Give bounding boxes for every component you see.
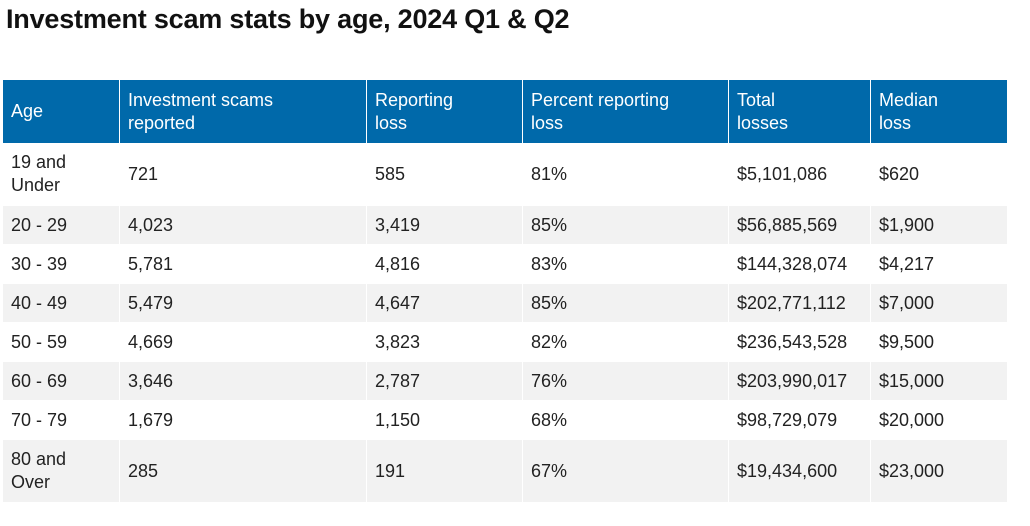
age-label-line: 19 and <box>11 152 67 172</box>
median-loss-header: Median loss <box>871 80 1007 143</box>
total-losses-cell: $5,101,086 <box>729 143 871 206</box>
table-row: 70 - 79 1,679 1,150 68% $98,729,079 $20,000 <box>3 401 1007 440</box>
median-loss-cell: $15,000 <box>871 362 1007 401</box>
scams-reported-cell: 1,679 <box>120 401 367 440</box>
reporting-loss-cell: 3,419 <box>367 206 523 245</box>
age-label-line: 50 - 59 <box>11 331 68 352</box>
total-losses-cell: $202,771,112 <box>729 284 871 323</box>
percent-reporting-loss-cell: 82% <box>523 323 729 362</box>
percent-reporting-loss-cell: 83% <box>523 245 729 284</box>
page-title: Investment scam stats by age, 2024 Q1 & … <box>6 4 570 34</box>
percent-reporting-loss-cell: 85% <box>523 206 729 245</box>
reporting-loss-cell: 1,150 <box>367 401 523 440</box>
header-label-line: losses <box>737 112 789 133</box>
table-header-row: Age Investment scams reported Reporting loss… <box>3 80 1007 143</box>
age-label-line: Under <box>11 175 61 195</box>
table-body: 19 and Under 721 585 81% $5,101,086 $620 20 - 2… <box>3 143 1007 503</box>
total-losses-cell: $144,328,074 <box>729 245 871 284</box>
header-label-line: reported <box>128 112 196 133</box>
reporting-loss-cell: 2,787 <box>367 362 523 401</box>
age-label-line: 30 - 39 <box>11 253 68 274</box>
scams-reported-cell: 5,479 <box>120 284 367 323</box>
scams-reported-header: Investment scams reported <box>120 80 367 143</box>
header-label-line: loss <box>375 112 408 133</box>
header-label-line: Median <box>879 89 939 110</box>
table-row: 60 - 69 3,646 2,787 76% $203,990,017 $15,000 <box>3 362 1007 401</box>
table-row: 80 and Over 285 191 67% $19,434,600 $23,000 <box>3 440 1007 503</box>
table-row: 30 - 39 5,781 4,816 83% $144,328,074 $4,217 <box>3 245 1007 284</box>
header-label-line: Total <box>737 89 776 110</box>
age-cell: 50 - 59 <box>3 323 120 362</box>
total-losses-cell: $98,729,079 <box>729 401 871 440</box>
total-losses-header: Total losses <box>729 80 871 143</box>
age-cell: 80 and Over <box>3 440 120 503</box>
median-loss-cell: $1,900 <box>871 206 1007 245</box>
age-label-line: 40 - 49 <box>11 292 68 313</box>
age-cell: 20 - 29 <box>3 206 120 245</box>
total-losses-cell: $19,434,600 <box>729 440 871 503</box>
percent-reporting-loss-cell: 81% <box>523 143 729 206</box>
header-label-line: loss <box>879 112 912 133</box>
header-label-line: Percent reporting <box>531 89 670 110</box>
percent-reporting-loss-header: Percent reporting loss <box>523 80 729 143</box>
scams-reported-cell: 285 <box>120 440 367 503</box>
reporting-loss-cell: 4,816 <box>367 245 523 284</box>
header-label-line: Reporting <box>375 89 454 110</box>
scams-reported-cell: 721 <box>120 143 367 206</box>
total-losses-cell: $203,990,017 <box>729 362 871 401</box>
age-header: Age <box>3 80 120 143</box>
percent-reporting-loss-cell: 85% <box>523 284 729 323</box>
table-row: 19 and Under 721 585 81% $5,101,086 $620 <box>3 143 1007 206</box>
scams-reported-cell: 3,646 <box>120 362 367 401</box>
age-label-line: 20 - 29 <box>11 214 68 235</box>
percent-reporting-loss-cell: 68% <box>523 401 729 440</box>
table-row: 50 - 59 4,669 3,823 82% $236,543,528 $9,500 <box>3 323 1007 362</box>
total-losses-cell: $236,543,528 <box>729 323 871 362</box>
table-row: 20 - 29 4,023 3,419 85% $56,885,569 $1,900 <box>3 206 1007 245</box>
reporting-loss-cell: 4,647 <box>367 284 523 323</box>
age-label-line: Over <box>11 472 51 492</box>
total-losses-cell: $56,885,569 <box>729 206 871 245</box>
reporting-loss-cell: 585 <box>367 143 523 206</box>
scams-reported-cell: 5,781 <box>120 245 367 284</box>
age-cell: 30 - 39 <box>3 245 120 284</box>
header-label-line: Age <box>11 101 44 121</box>
table-row: 40 - 49 5,479 4,647 85% $202,771,112 $7,000 <box>3 284 1007 323</box>
age-cell: 40 - 49 <box>3 284 120 323</box>
median-loss-cell: $4,217 <box>871 245 1007 284</box>
age-cell: 70 - 79 <box>3 401 120 440</box>
reporting-loss-cell: 191 <box>367 440 523 503</box>
percent-reporting-loss-cell: 67% <box>523 440 729 503</box>
age-cell: 19 and Under <box>3 143 120 206</box>
age-label-line: 70 - 79 <box>11 409 68 430</box>
scams-reported-cell: 4,023 <box>120 206 367 245</box>
age-cell: 60 - 69 <box>3 362 120 401</box>
header-label-line: Investment scams <box>128 89 274 110</box>
header-label-line: loss <box>531 112 564 133</box>
median-loss-cell: $20,000 <box>871 401 1007 440</box>
reporting-loss-header: Reporting loss <box>367 80 523 143</box>
scams-reported-cell: 4,669 <box>120 323 367 362</box>
percent-reporting-loss-cell: 76% <box>523 362 729 401</box>
investment-scam-table: Age Investment scams reported Reporting loss… <box>3 80 1007 503</box>
median-loss-cell: $9,500 <box>871 323 1007 362</box>
median-loss-cell: $620 <box>871 143 1007 206</box>
reporting-loss-cell: 3,823 <box>367 323 523 362</box>
age-label-line: 80 and <box>11 449 67 469</box>
median-loss-cell: $7,000 <box>871 284 1007 323</box>
age-label-line: 60 - 69 <box>11 370 68 391</box>
median-loss-cell: $23,000 <box>871 440 1007 503</box>
